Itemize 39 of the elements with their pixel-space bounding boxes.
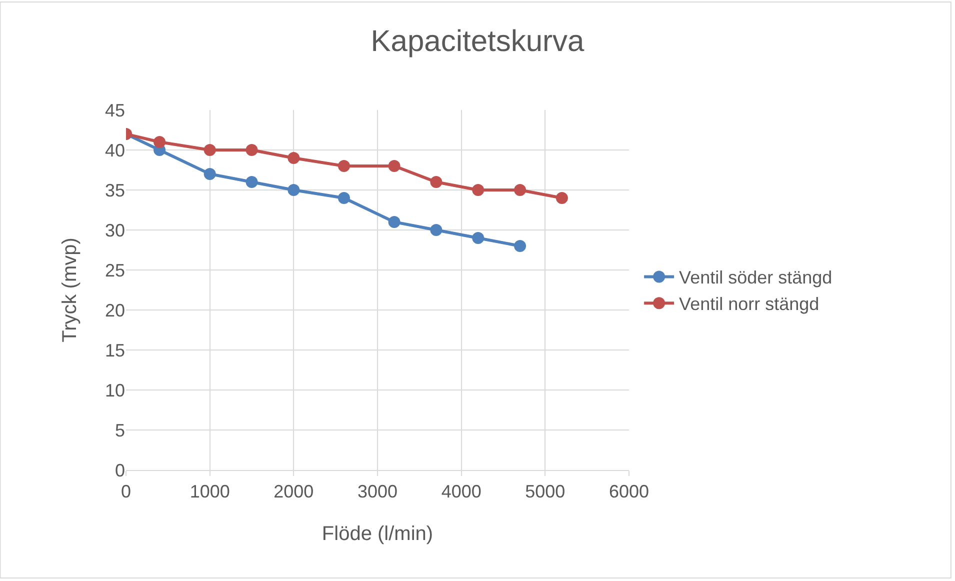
point <box>514 240 526 252</box>
y-tick-label: 15 <box>104 340 125 360</box>
point <box>288 152 300 164</box>
chart-title: Kapacitetskurva <box>370 25 585 58</box>
point <box>430 224 442 236</box>
point <box>338 160 350 172</box>
y-axis-title: Tryck (mvp) <box>59 238 81 342</box>
point <box>472 232 484 244</box>
y-tick-label: 30 <box>104 220 125 240</box>
point <box>514 184 526 196</box>
point <box>288 184 300 196</box>
x-tick-label: 2000 <box>274 482 314 502</box>
point <box>556 192 568 204</box>
point <box>388 216 400 228</box>
y-tick-label: 0 <box>114 460 125 480</box>
point <box>246 144 258 156</box>
y-tick-label: 40 <box>104 140 125 160</box>
x-axis-title: Flöde (l/min) <box>322 523 434 545</box>
point <box>154 136 166 148</box>
point <box>246 176 258 188</box>
y-tick-label: 45 <box>104 100 125 120</box>
x-tick-label: 4000 <box>441 482 482 502</box>
point <box>472 184 484 196</box>
legend-label: Ventil norr stängd <box>679 294 820 314</box>
y-tick-label: 20 <box>104 300 125 320</box>
legend-label: Ventil söder stängd <box>679 268 832 288</box>
y-tick-label: 25 <box>104 260 125 280</box>
point <box>388 160 400 172</box>
x-tick-label: 6000 <box>608 482 650 502</box>
point <box>338 192 350 204</box>
point <box>204 168 216 180</box>
y-tick-label: 5 <box>114 420 125 440</box>
point <box>204 144 216 156</box>
x-tick-label: 1000 <box>190 482 230 502</box>
x-tick-label: 5000 <box>525 482 566 502</box>
y-tick-label: 35 <box>104 180 125 200</box>
x-tick-label: 3000 <box>357 482 398 502</box>
point <box>430 176 442 188</box>
y-tick-label: 10 <box>104 380 125 400</box>
